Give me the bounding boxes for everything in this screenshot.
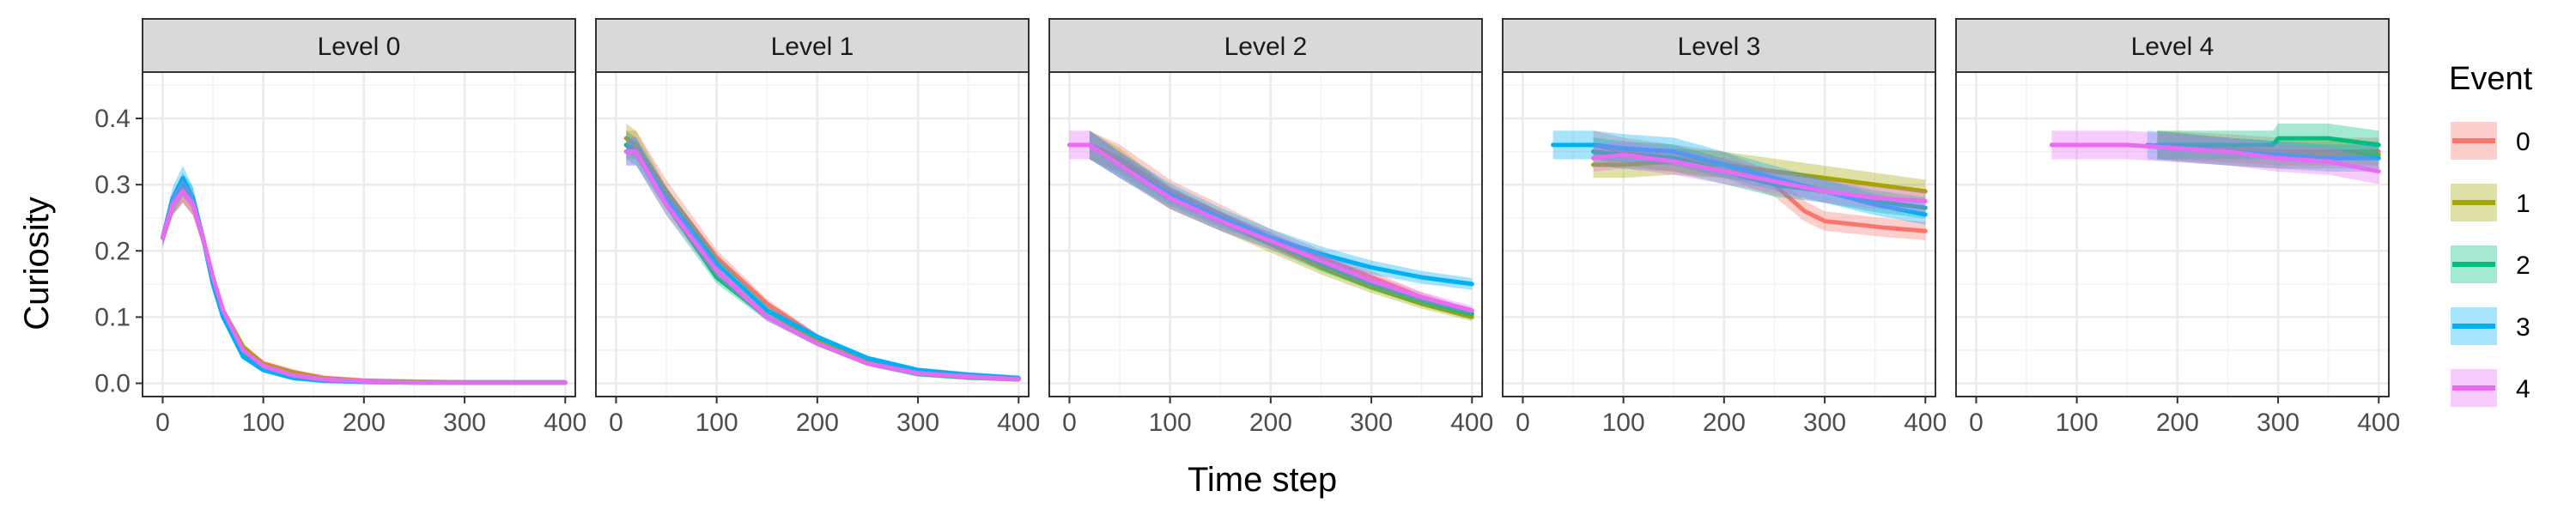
- panel-border: [1955, 71, 2390, 397]
- legend-items: 0 1 2 3 4: [2451, 122, 2530, 407]
- x-tick-label: 400: [1450, 409, 1493, 437]
- facet-strip-label: Level 1: [771, 33, 854, 61]
- x-tick-label: 400: [1904, 409, 1947, 437]
- x-tick-label: 400: [2357, 409, 2400, 437]
- legend-item-1: 1: [2451, 184, 2530, 221]
- series-line-0: [2154, 142, 2381, 154]
- x-tick-label: 0: [155, 409, 170, 437]
- panels-layer: Level 00 100 200 300 4000.00.10.20.30.4Level…: [94, 18, 2400, 437]
- panel-border: [595, 71, 1030, 397]
- x-tick-label: 0: [609, 409, 623, 437]
- x-tick-label: 0: [1969, 409, 1984, 437]
- x-tick-label: 0: [1062, 409, 1077, 437]
- series-line-4: [623, 149, 1021, 382]
- series-line-2: [2154, 136, 2381, 148]
- series-layer: [1066, 130, 1474, 322]
- series-layer: [1551, 130, 1928, 240]
- facet-strip: [1502, 18, 1936, 73]
- y-tick-label: 0.3: [94, 171, 131, 199]
- facet-panel-2: Level 2 0 100 200 300 400: [1048, 18, 1493, 437]
- legend-item-4: 4: [2451, 369, 2530, 407]
- y-axis-title: Curiosity: [18, 197, 56, 330]
- x-tick-label: 200: [1249, 409, 1292, 437]
- x-axis-title: Time step: [1188, 461, 1337, 499]
- x-tick-label: 200: [343, 409, 386, 437]
- series-ribbon-4: [1069, 130, 1473, 315]
- facet-strip: [1955, 18, 2390, 73]
- y-tick-label: 0.2: [94, 237, 131, 265]
- facet-strip-label: Level 4: [2131, 33, 2215, 61]
- x-tick-label: 300: [896, 409, 939, 437]
- legend: Event 0 1 2 3 4: [2449, 61, 2533, 407]
- x-tick-label: 300: [2257, 409, 2300, 437]
- facet-strip-label: Level 2: [1224, 33, 1308, 61]
- series-line-1: [1591, 159, 1928, 194]
- series-line-4: [2049, 142, 2381, 174]
- series-ribbon-3: [1552, 130, 1926, 225]
- series-ribbon-4: [626, 137, 1019, 382]
- y-tick-label: 0.4: [94, 105, 131, 133]
- grid: [596, 72, 1029, 397]
- legend-item-0: 0: [2451, 122, 2530, 160]
- facet-strip: [142, 18, 576, 73]
- panel-border: [142, 71, 576, 397]
- series-ribbon-3: [1089, 130, 1473, 290]
- facet-strip-label: Level 0: [318, 33, 401, 61]
- x-tick-label: 100: [1602, 409, 1645, 437]
- legend-label: 2: [2516, 251, 2530, 280]
- x-tick-label: 300: [443, 409, 486, 437]
- series-line-4: [1591, 152, 1928, 203]
- facet-panel-0: Level 0 0 100 200 300 400 0.0 0.1 0.2 0.3 0.4: [94, 18, 586, 437]
- legend-label: 4: [2516, 375, 2530, 403]
- x-tick-label: 400: [997, 409, 1040, 437]
- series-line-4: [160, 189, 568, 385]
- x-tick-label: 100: [242, 409, 285, 437]
- x-tick-label: 300: [1350, 409, 1393, 437]
- plot-background: [1503, 72, 1935, 397]
- series-line-3: [1551, 142, 1928, 217]
- panel-border: [1048, 71, 1483, 397]
- facet-strip: [595, 18, 1030, 73]
- x-tick-label: 200: [1703, 409, 1746, 437]
- x-tick-label: 200: [796, 409, 839, 437]
- x-tick-label: 200: [2156, 409, 2199, 437]
- x-tick-label: 100: [696, 409, 738, 437]
- y-tick-label: 0.1: [94, 303, 131, 331]
- series-line-4: [1066, 142, 1474, 313]
- facet-strip: [1048, 18, 1483, 73]
- legend-label: 0: [2516, 128, 2530, 156]
- facet-panel-3: Level 3 0 100 200 300 400: [1502, 18, 1947, 437]
- x-tick-label: 100: [1149, 409, 1192, 437]
- facet-panel-1: Level 1 0 100 200 300 400: [595, 18, 1040, 437]
- legend-title: Event: [2449, 61, 2533, 97]
- plot-background: [1956, 72, 2389, 397]
- legend-label: 1: [2516, 190, 2530, 218]
- x-tick-label: 300: [1803, 409, 1846, 437]
- series-layer: [2049, 124, 2381, 185]
- grid: [1503, 72, 1935, 397]
- facet-panel-4: Level 4 0 100 200 300 400: [1955, 18, 2400, 437]
- panel-border: [1502, 71, 1936, 397]
- plot-background: [596, 72, 1029, 397]
- x-tick-label: 0: [1516, 409, 1530, 437]
- x-tick-label: 100: [2056, 409, 2099, 437]
- series-layer: [160, 166, 568, 385]
- series-layer: [623, 124, 1021, 382]
- grid: [1049, 72, 1482, 397]
- plot-background: [143, 72, 575, 397]
- legend-item-2: 2: [2451, 245, 2530, 283]
- y-tick-label: 0.0: [94, 370, 131, 398]
- facet-strip-label: Level 3: [1678, 33, 1761, 61]
- x-tick-label: 400: [544, 409, 586, 437]
- legend-item-3: 3: [2451, 307, 2530, 345]
- legend-label: 3: [2516, 313, 2530, 342]
